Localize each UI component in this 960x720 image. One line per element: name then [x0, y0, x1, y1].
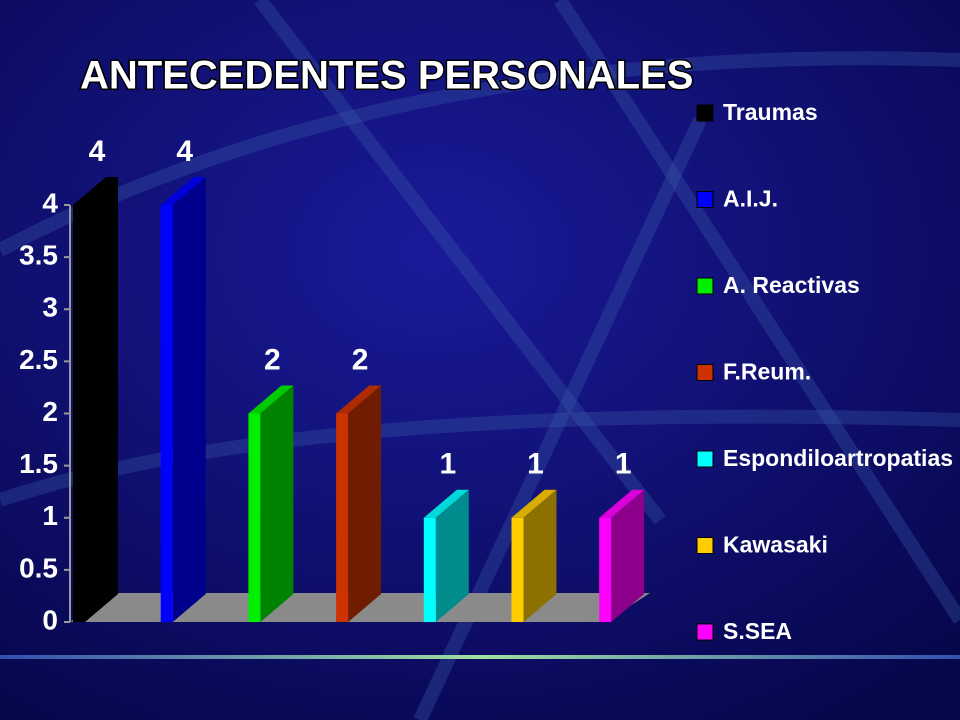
y-tick-label: 2: [42, 396, 58, 427]
legend-label: Espondiloartropatias: [723, 445, 953, 471]
value-label: 2: [352, 343, 369, 376]
legend-swatch: [696, 277, 714, 295]
legend-swatch: [696, 191, 714, 208]
footer-rule: [0, 655, 960, 659]
y-tick-label: 3: [42, 292, 58, 323]
y-tick-label: 1.5: [19, 448, 58, 479]
legend-label: Kawasaki: [723, 532, 828, 558]
chart-title: ANTECEDENTES PERSONALES: [80, 54, 693, 98]
decor-line: [0, 51, 960, 257]
value-label: 2: [264, 343, 281, 376]
value-label: 4: [176, 135, 193, 168]
legend-swatch: [696, 537, 714, 554]
bar-top: [248, 385, 294, 414]
bar-top: [423, 489, 469, 518]
decor-line: [254, 0, 666, 525]
y-tick-label: 4: [42, 187, 58, 218]
value-label: 1: [439, 448, 456, 481]
bar-top: [511, 489, 557, 518]
legend-label: A. Reactivas: [723, 272, 860, 298]
bar: [336, 413, 349, 622]
legend-label: F.Reum.: [723, 359, 811, 385]
bar: [511, 517, 524, 622]
bar-side: [611, 489, 645, 622]
y-tick-label: 0.5: [19, 552, 58, 583]
y-tick-label: 2.5: [19, 344, 58, 375]
legend-label: S.SEA: [723, 618, 792, 644]
y-tick-label: 0: [42, 604, 58, 635]
value-label: 1: [615, 448, 632, 481]
bar-side: [172, 177, 206, 622]
bar: [423, 517, 436, 622]
bar-top: [336, 385, 382, 414]
bar-side: [85, 177, 118, 622]
bar-side: [260, 385, 294, 622]
legend-swatch: [696, 623, 714, 641]
y-tick-label: 3.5: [19, 240, 58, 271]
bar-top: [73, 177, 118, 205]
bar: [248, 413, 261, 622]
bar-side: [348, 385, 382, 622]
bar: [73, 205, 85, 622]
legend-label: Traumas: [723, 99, 818, 125]
decor-line: [554, 0, 960, 624]
bar: [160, 205, 173, 622]
bar-top: [599, 489, 645, 518]
bar: [599, 517, 612, 622]
legend-swatch: [696, 364, 714, 381]
legend-swatch: [696, 450, 714, 468]
bar-top: [160, 177, 206, 205]
value-label: 1: [527, 448, 544, 481]
legend-label: A.I.J.: [723, 186, 778, 212]
y-tick-label: 1: [42, 500, 58, 531]
legend-swatch: [696, 104, 714, 122]
bar-side: [523, 489, 557, 622]
bar-side: [435, 489, 469, 622]
value-label: 4: [89, 135, 106, 168]
